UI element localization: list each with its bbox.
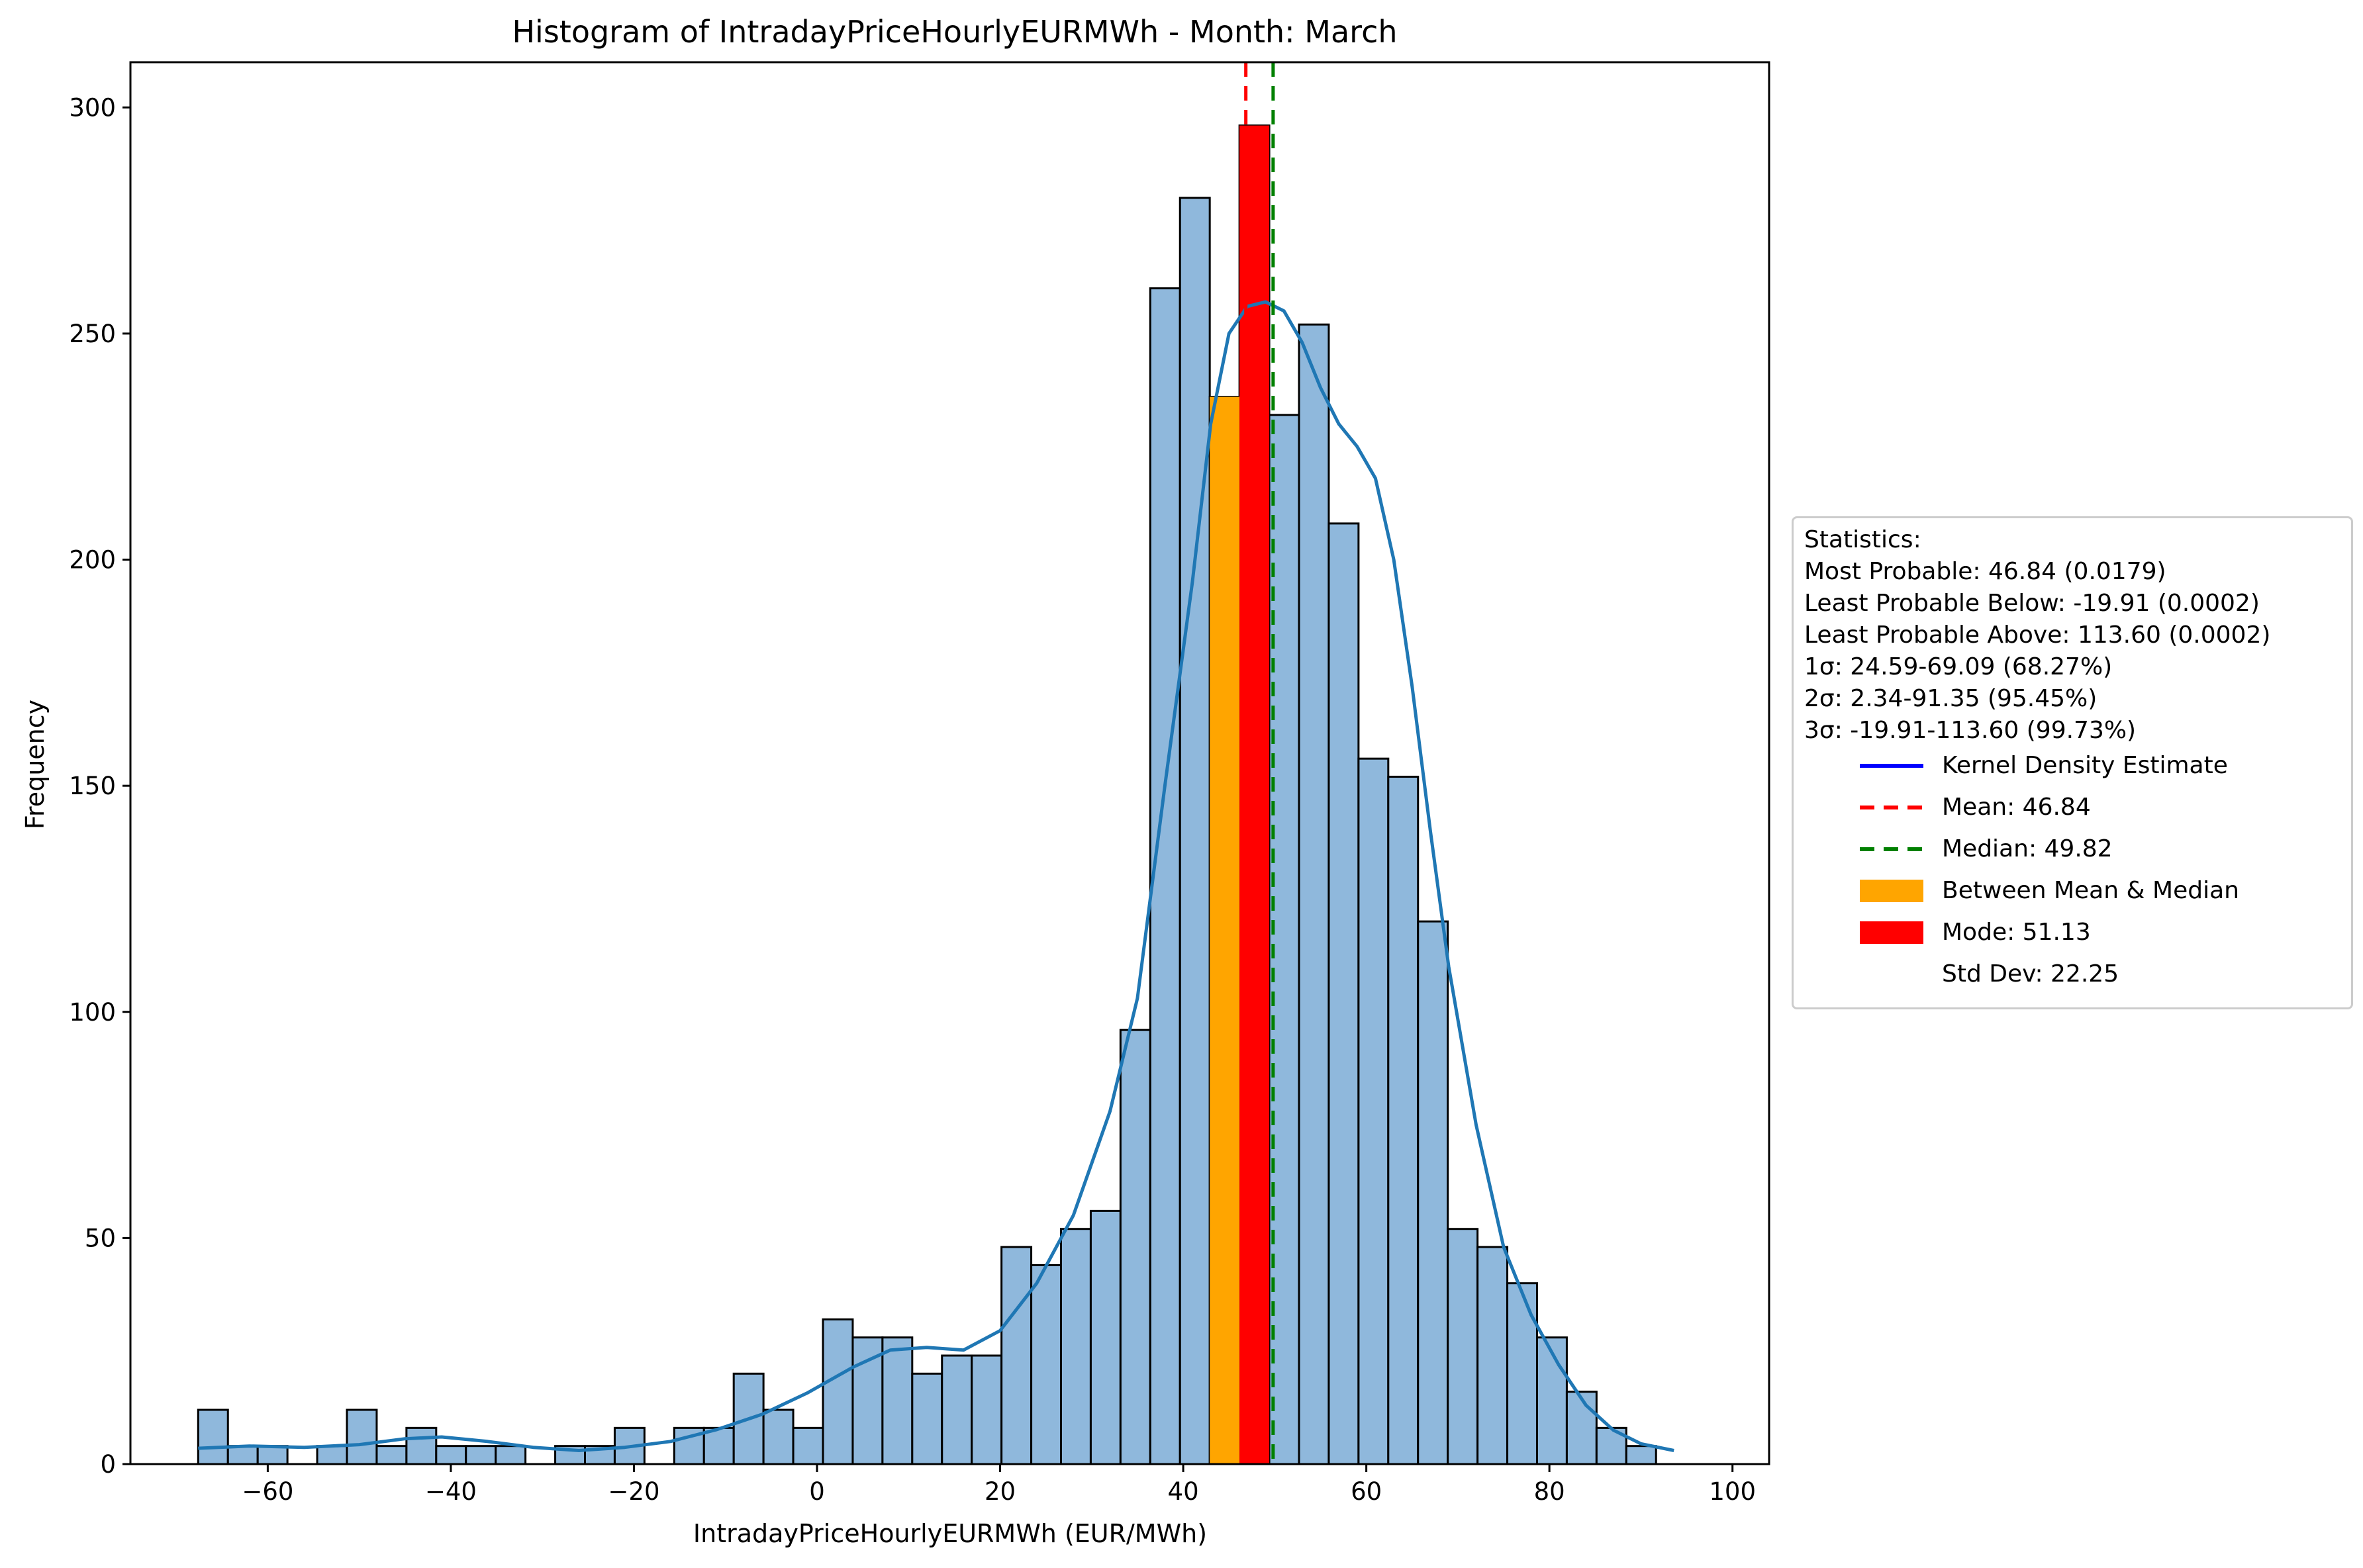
histogram-bar <box>1447 1228 1479 1465</box>
histogram-bar <box>316 1445 348 1465</box>
histogram-bar <box>971 1354 1003 1465</box>
axes-frame <box>129 61 1770 1465</box>
histogram-bar <box>346 1408 378 1465</box>
histogram-bar <box>1149 287 1181 1465</box>
histogram-bar <box>1625 1445 1657 1465</box>
x-axis: −60 −40 −20 0 20 40 60 80 100 <box>242 1464 1756 1506</box>
stat-most-probable: Most Probable: 46.84 (0.0179) <box>1804 558 2166 585</box>
histogram-bar <box>1089 1209 1122 1465</box>
stat-2-sigma: 2σ: 2.34-91.35 (95.45%) <box>1804 685 2098 712</box>
x-tick-label: −20 <box>608 1477 659 1506</box>
legend-label-mean: Mean: 46.84 <box>1942 794 2091 821</box>
histogram-bar <box>1327 522 1360 1465</box>
histogram-bar <box>465 1445 497 1465</box>
y-tick-label: 150 <box>69 772 116 800</box>
legend-label-between: Between Mean & Median <box>1942 877 2239 904</box>
legend-entry-kde: Kernel Density Estimate <box>1860 753 2337 779</box>
legend-entry-mean: Mean: 46.84 <box>1860 794 2337 821</box>
stat-least-probable-above: Least Probable Above: 113.60 (0.0002) <box>1804 622 2271 649</box>
histogram-bar <box>1298 323 1330 1465</box>
x-tick-label: −40 <box>425 1477 477 1506</box>
x-tick-label: 60 <box>1351 1477 1382 1506</box>
histogram-bar <box>792 1426 824 1465</box>
x-tick-label: 20 <box>985 1477 1016 1506</box>
x-tick-label: 100 <box>1709 1477 1756 1506</box>
histogram-bar <box>1179 197 1211 1465</box>
histogram-bar <box>881 1336 914 1465</box>
y-tick-label: 200 <box>69 546 116 575</box>
histogram-bar <box>822 1318 854 1465</box>
legend-entry-std-dev: Std Dev: 22.25 <box>1860 961 2337 988</box>
x-tick-label: −60 <box>242 1477 293 1506</box>
histogram-bar <box>1357 757 1390 1465</box>
legend-label-std-dev: Std Dev: 22.25 <box>1942 960 2119 988</box>
y-tick-label: 250 <box>69 320 116 348</box>
histogram-bar <box>1387 775 1420 1465</box>
stat-1-sigma: 1σ: 24.59-69.09 (68.27%) <box>1804 653 2113 680</box>
mode-bar <box>1239 125 1270 1464</box>
histogram-bar <box>1565 1391 1598 1465</box>
statistics-header: Statistics: <box>1804 526 1921 553</box>
legend-swatch-median <box>1860 847 1923 851</box>
y-tick-label: 100 <box>69 998 116 1027</box>
statistics-legend: Statistics: Most Probable: 46.84 (0.0179… <box>1792 516 2353 1009</box>
histogram-bar <box>1417 920 1449 1465</box>
histogram-bar <box>256 1445 289 1465</box>
plot-area <box>197 62 1674 1465</box>
histogram-bar <box>226 1445 259 1465</box>
x-tick-label: 40 <box>1168 1477 1199 1506</box>
legend-swatch-mode <box>1860 921 1923 944</box>
legend-label-median: Median: 49.82 <box>1942 835 2113 862</box>
legend-entry-between: Between Mean & Median <box>1860 878 2337 904</box>
kde-curve <box>198 300 1674 1452</box>
x-tick-label: 0 <box>809 1477 825 1506</box>
histogram-bar <box>435 1445 467 1465</box>
histogram-bar <box>1119 1029 1151 1465</box>
between-mean-median-bar <box>1210 396 1240 1464</box>
y-axis: 0 50 100 150 200 250 300 <box>69 93 130 1479</box>
histogram-bar <box>1476 1246 1509 1465</box>
histogram-bar <box>1000 1246 1033 1465</box>
x-tick-label: 80 <box>1534 1477 1565 1506</box>
y-axis-label: Frequency <box>21 700 50 829</box>
legend-label-mode: Mode: 51.13 <box>1942 919 2091 946</box>
histogram-bar <box>1506 1282 1538 1465</box>
histogram-bar <box>197 1408 229 1465</box>
y-tick-label: 0 <box>100 1450 116 1479</box>
chart-title: Histogram of IntradayPriceHourlyEURMWh -… <box>512 14 1397 50</box>
histogram-bar <box>762 1408 795 1465</box>
histogram-bar <box>495 1445 527 1465</box>
histogram-bar <box>1535 1336 1568 1465</box>
legend-entry-mode: Mode: 51.13 <box>1860 919 2337 946</box>
histogram-bar <box>1030 1264 1062 1465</box>
histogram-bar <box>1059 1228 1092 1465</box>
histogram-bar <box>405 1426 438 1465</box>
legend-swatch-mean <box>1860 806 1923 809</box>
legend-swatch-kde <box>1860 764 1923 768</box>
legend-entry-median: Median: 49.82 <box>1860 836 2337 862</box>
stat-least-probable-below: Least Probable Below: -19.91 (0.0002) <box>1804 590 2260 617</box>
legend-swatch-between <box>1860 880 1923 902</box>
y-tick-label: 300 <box>69 93 116 122</box>
histogram-bar <box>911 1372 943 1465</box>
x-axis-label: IntradayPriceHourlyEURMWh (EUR/MWh) <box>693 1519 1207 1548</box>
y-tick-label: 50 <box>85 1224 116 1252</box>
histogram-bar <box>941 1354 973 1465</box>
stat-3-sigma: 3σ: -19.91-113.60 (99.73%) <box>1804 717 2137 744</box>
histogram-bar <box>375 1445 408 1465</box>
legend-label-kde: Kernel Density Estimate <box>1942 752 2228 779</box>
